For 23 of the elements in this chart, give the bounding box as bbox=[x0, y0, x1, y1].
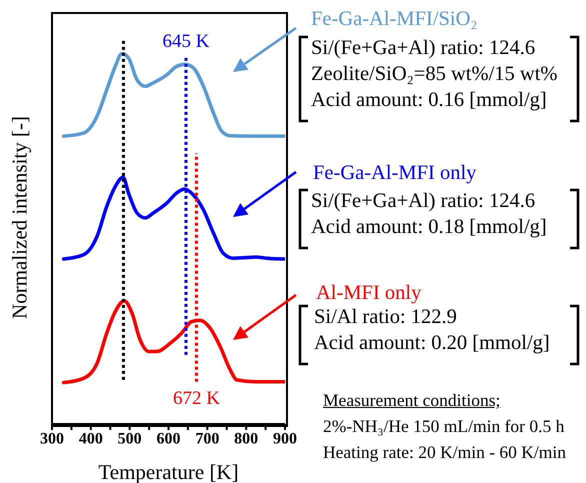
text: Si/(Fe+Ga+Al) ratio: 124.6 bbox=[311, 190, 536, 212]
text: Si/Al ratio: 122.9 bbox=[314, 306, 457, 328]
text: Si/(Fe+Ga+Al) ratio: 124.6 bbox=[311, 37, 536, 59]
x-tick-label: 600 bbox=[156, 430, 180, 448]
text: 2%-NH₃/He 150 mL/min for 0.5 h bbox=[323, 416, 564, 436]
text: Acid amount: 0.20 [mmol/g] bbox=[314, 332, 550, 354]
annotation: 645 K bbox=[162, 30, 210, 52]
x-tick-label: 900 bbox=[273, 430, 297, 448]
text: Acid amount: 0.18 [mmol/g] bbox=[311, 216, 547, 238]
x-tick-label: 500 bbox=[118, 430, 142, 448]
text: Fe-Ga-Al-MFI only bbox=[313, 162, 476, 184]
text: Measurement conditions; bbox=[323, 390, 500, 410]
text: Al-MFI only bbox=[316, 282, 422, 304]
x-tick-label: 700 bbox=[195, 430, 220, 448]
x-tick-label: 300 bbox=[40, 430, 64, 448]
text: Acid amount: 0.16 [mmol/g] bbox=[311, 89, 547, 111]
x-tick-label: 800 bbox=[234, 430, 258, 448]
annotation: 672 K bbox=[172, 388, 220, 409]
y-axis-title: Normalized intensity [-] bbox=[8, 114, 32, 320]
text: Heating rate: 20 K/min - 60 K/min bbox=[323, 442, 566, 462]
text: Zeolite/SiO₂=85 wt%/15 wt% bbox=[311, 63, 558, 85]
x-tick-label: 400 bbox=[78, 430, 103, 448]
text: Fe-Ga-Al-MFI/SiO₂ bbox=[311, 8, 478, 30]
